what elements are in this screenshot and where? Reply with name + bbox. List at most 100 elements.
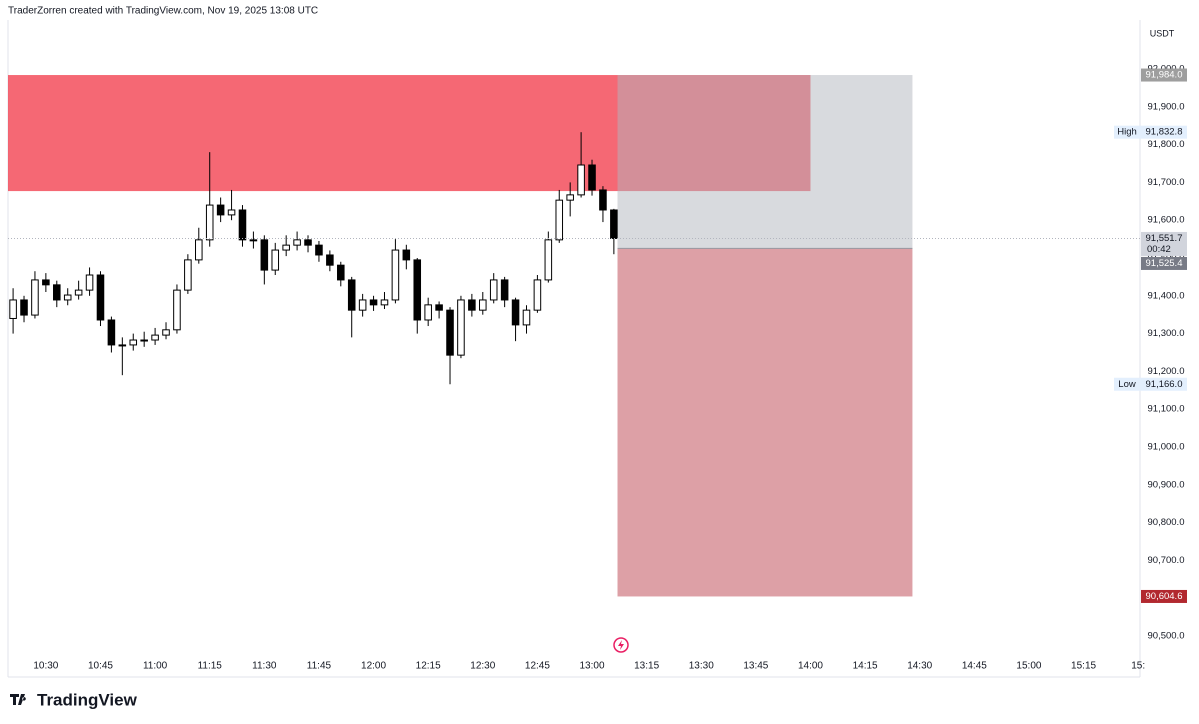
x-tick-label: 14:30	[907, 661, 932, 672]
price-tag	[1141, 377, 1187, 391]
candle-body	[468, 299, 476, 311]
alert-icon	[613, 637, 629, 653]
logo-mark	[10, 694, 26, 705]
y-tick-label: 91,000.0	[1148, 442, 1185, 453]
alert-icon	[618, 640, 624, 650]
candle-body	[184, 259, 192, 291]
price-tag-title: High	[1117, 127, 1137, 138]
plot	[8, 75, 1140, 597]
candle-body	[402, 249, 411, 261]
candle-body	[326, 254, 334, 266]
price-tag-title-bg	[1114, 125, 1141, 139]
candle-body	[195, 239, 203, 261]
candle-body	[610, 209, 618, 239]
candle-body	[96, 274, 105, 321]
x-tick-label: 12:15	[416, 661, 441, 672]
candle-body	[20, 299, 28, 316]
candle-body	[347, 279, 356, 311]
candle-body	[107, 319, 116, 346]
candle-body	[424, 304, 432, 321]
candle-body	[500, 279, 509, 301]
x-tick-label: 11:15	[198, 661, 223, 672]
price-tag-label: 91,525.4	[1146, 258, 1183, 269]
x-tick-label: 12:45	[525, 661, 550, 672]
stop-zone	[617, 75, 913, 249]
candle-body	[446, 309, 454, 356]
price-tag	[1141, 256, 1187, 270]
candle-body	[315, 244, 323, 256]
price-tag-label: 90,604.6	[1146, 591, 1183, 602]
candle-body	[380, 299, 389, 306]
candle-body	[391, 249, 400, 301]
candle-body	[555, 199, 564, 241]
candle-body	[479, 299, 487, 311]
y-tick-label: 91,800.0	[1148, 139, 1185, 150]
price-tag-title: Low	[1118, 379, 1136, 390]
candle-body	[566, 194, 574, 201]
price-tag-label: 91,166.0	[1146, 379, 1183, 390]
candle-body	[173, 289, 181, 331]
candle-body	[63, 294, 72, 301]
candle-body	[358, 299, 367, 311]
x-tick-label: 10:45	[88, 661, 113, 672]
countdown: 00:42	[1147, 244, 1171, 255]
x-tick-label: 13:45	[743, 661, 768, 672]
candle-body	[511, 299, 520, 326]
y-tick-label: 90,900.0	[1148, 479, 1185, 490]
candle-body	[599, 189, 607, 211]
price-tag-label: 91,984.0	[1146, 70, 1183, 81]
candle-body	[577, 164, 585, 196]
y-tick-label: 91,100.0	[1148, 404, 1185, 415]
x-tick-label: 12:00	[361, 661, 386, 672]
candle-body	[457, 299, 465, 356]
candle-body	[369, 299, 378, 306]
x-tick-label: 13:15	[634, 661, 659, 672]
y-tick-label: 91,200.0	[1148, 366, 1185, 377]
candle-body	[85, 274, 94, 291]
y-tick-label: 90,500.0	[1148, 631, 1185, 642]
candle-body	[151, 334, 159, 341]
candle-body	[118, 344, 127, 347]
candle-body	[42, 279, 50, 286]
price-tag	[1141, 589, 1187, 603]
candle-body	[162, 329, 170, 336]
candle-body	[9, 299, 17, 319]
x-tick-label: 13:30	[689, 661, 714, 672]
y-tick-label: 91,600.0	[1148, 215, 1185, 226]
x-tick-label: 11:00	[143, 661, 168, 672]
x-tick-label: 11:45	[307, 661, 332, 672]
candle-body	[522, 309, 531, 326]
candle-body	[282, 244, 290, 251]
candle-body	[238, 209, 247, 241]
candle-body	[140, 339, 148, 342]
candle-body	[260, 239, 269, 271]
price-tag	[1141, 231, 1187, 256]
y-tick-label: 91,300.0	[1148, 328, 1185, 339]
x-tick-label: 15:	[1131, 661, 1145, 672]
candle-body	[271, 249, 280, 271]
x-tick-label: 14:45	[962, 661, 987, 672]
x-tick-label: 14:00	[798, 661, 823, 672]
x-tick-label: 11:30	[252, 661, 277, 672]
candle-body	[588, 164, 596, 191]
candle-body	[74, 289, 83, 296]
target-zone	[617, 248, 913, 597]
candle-body	[533, 279, 542, 311]
price-tag	[1141, 68, 1187, 82]
currency: USDT	[1150, 28, 1175, 38]
y-tick-label: 90,700.0	[1148, 555, 1185, 566]
candle-body	[31, 279, 39, 316]
candle-body	[227, 209, 236, 216]
header: TraderZorren created with TradingView.co…	[8, 6, 318, 17]
y-tick-label: 90,800.0	[1148, 517, 1185, 528]
x-tick-label: 13:00	[580, 661, 605, 672]
candle-body	[293, 239, 301, 246]
x-tick-label: 14:15	[853, 661, 878, 672]
x-tick-label: 12:30	[470, 661, 495, 672]
candle-body	[544, 239, 553, 281]
candle-body	[413, 259, 422, 321]
price-tag-label: 91,551.7	[1146, 233, 1183, 244]
x-tick-label: 15:00	[1016, 661, 1041, 672]
y-tick-label: 91,400.0	[1148, 290, 1185, 301]
price-tag-label: 91,832.8	[1146, 127, 1183, 138]
